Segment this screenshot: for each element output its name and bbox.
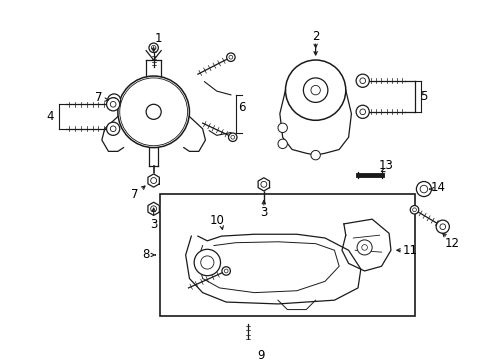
Circle shape	[120, 78, 188, 146]
Text: 3: 3	[260, 206, 268, 219]
Circle shape	[245, 347, 251, 354]
Text: 8: 8	[143, 248, 150, 261]
Polygon shape	[258, 178, 270, 191]
Text: 6: 6	[239, 100, 246, 114]
Text: 3: 3	[150, 218, 157, 231]
Circle shape	[228, 133, 237, 141]
Circle shape	[194, 249, 221, 276]
Circle shape	[224, 269, 228, 273]
Text: 1: 1	[155, 32, 162, 45]
Circle shape	[111, 126, 116, 131]
Circle shape	[151, 206, 157, 212]
Circle shape	[360, 109, 366, 114]
Circle shape	[245, 348, 250, 352]
Text: 12: 12	[445, 237, 460, 250]
Circle shape	[357, 240, 372, 255]
Circle shape	[118, 76, 190, 148]
Text: 2: 2	[312, 30, 319, 43]
Circle shape	[111, 98, 117, 103]
Circle shape	[261, 181, 267, 187]
Circle shape	[140, 98, 168, 126]
Text: 4: 4	[47, 110, 54, 123]
Circle shape	[311, 85, 320, 95]
Circle shape	[303, 78, 328, 102]
Text: 11: 11	[402, 244, 417, 257]
Circle shape	[440, 224, 445, 230]
Circle shape	[278, 139, 287, 149]
Circle shape	[286, 60, 346, 120]
Text: 13: 13	[379, 159, 393, 172]
Circle shape	[356, 74, 369, 87]
Circle shape	[229, 55, 233, 59]
Text: 9: 9	[257, 349, 265, 360]
Circle shape	[108, 100, 118, 109]
Circle shape	[110, 126, 116, 132]
Circle shape	[360, 78, 366, 84]
Circle shape	[149, 43, 158, 53]
Circle shape	[107, 94, 121, 107]
Circle shape	[201, 256, 214, 269]
Circle shape	[358, 107, 368, 117]
Circle shape	[146, 104, 161, 120]
Circle shape	[311, 150, 320, 160]
Polygon shape	[148, 202, 159, 215]
Polygon shape	[148, 174, 159, 187]
Circle shape	[111, 102, 116, 107]
Text: 7: 7	[131, 188, 139, 201]
Circle shape	[243, 345, 252, 355]
Text: 5: 5	[420, 90, 428, 103]
Circle shape	[413, 208, 416, 212]
Circle shape	[278, 123, 287, 132]
Circle shape	[356, 105, 369, 118]
Circle shape	[110, 102, 116, 107]
Circle shape	[222, 267, 230, 275]
Bar	[160, 194, 415, 316]
Circle shape	[420, 185, 428, 193]
Circle shape	[360, 78, 365, 83]
Circle shape	[436, 220, 449, 233]
Text: 14: 14	[431, 181, 445, 194]
Circle shape	[362, 244, 368, 250]
Circle shape	[126, 85, 181, 139]
Circle shape	[151, 177, 157, 184]
Circle shape	[358, 76, 368, 85]
Circle shape	[106, 122, 120, 135]
Circle shape	[231, 135, 235, 139]
Circle shape	[106, 98, 120, 111]
Circle shape	[151, 45, 156, 50]
Circle shape	[360, 109, 365, 114]
Text: 7: 7	[95, 91, 103, 104]
Circle shape	[410, 206, 419, 214]
Text: 10: 10	[209, 213, 224, 226]
Circle shape	[108, 124, 118, 134]
Circle shape	[227, 53, 235, 62]
Circle shape	[133, 91, 174, 132]
Circle shape	[416, 181, 432, 197]
Circle shape	[241, 343, 254, 357]
